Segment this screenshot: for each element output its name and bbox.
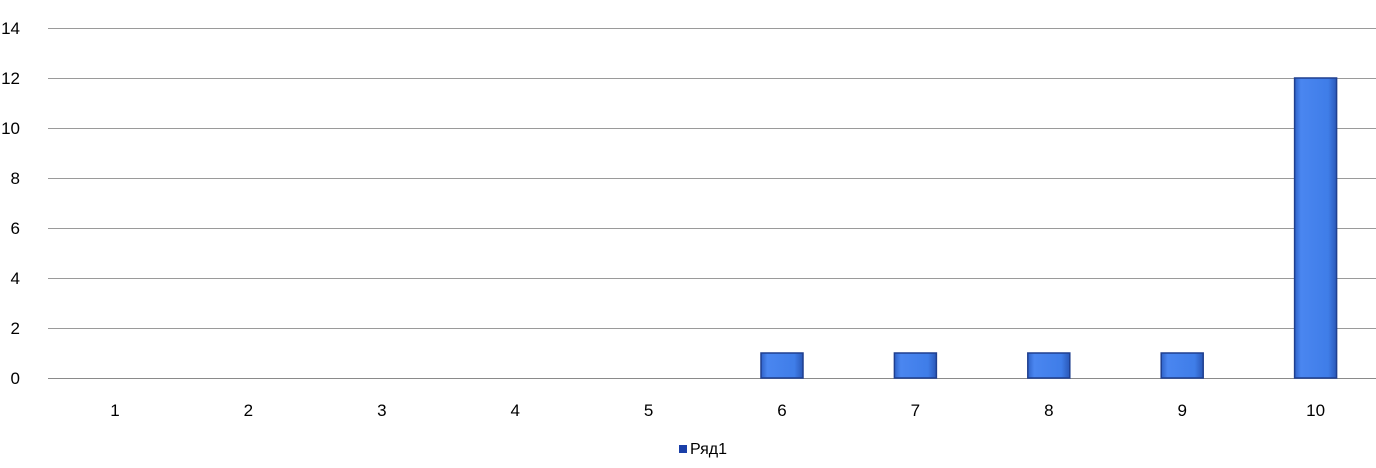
x-tick-label: 7 [911, 401, 920, 420]
y-tick-label: 14 [1, 19, 20, 38]
legend: Ряд1 [679, 441, 727, 458]
y-tick-label: 6 [11, 219, 20, 238]
x-tick-label: 4 [510, 401, 519, 420]
bar [893, 352, 938, 379]
x-tick-label: 10 [1306, 401, 1325, 420]
y-tick-label: 8 [11, 169, 20, 188]
y-tick-label: 12 [1, 69, 20, 88]
y-tick-label: 2 [11, 319, 20, 338]
y-axis: 0 2 4 6 8 10 12 14 [1, 19, 20, 388]
y-tick-label: 10 [1, 119, 20, 138]
bar [1027, 352, 1071, 379]
y-tick-label: 0 [11, 369, 20, 388]
x-tick-label: 5 [644, 401, 653, 420]
y-tick-label: 4 [11, 269, 20, 288]
bar [1293, 77, 1338, 379]
x-tick-label: 8 [1044, 401, 1053, 420]
bar [1160, 352, 1204, 379]
bar [760, 352, 804, 379]
x-tick-label: 3 [377, 401, 386, 420]
x-tick-label: 9 [1177, 401, 1186, 420]
x-axis: 1 2 3 4 5 6 7 8 9 10 [110, 401, 1325, 420]
x-tick-label: 1 [110, 401, 119, 420]
x-tick-label: 2 [244, 401, 253, 420]
legend-label: Ряд1 [690, 441, 727, 458]
x-tick-label: 6 [777, 401, 786, 420]
gridlines [48, 28, 1376, 379]
bars [760, 77, 1338, 379]
legend-swatch [679, 445, 687, 453]
